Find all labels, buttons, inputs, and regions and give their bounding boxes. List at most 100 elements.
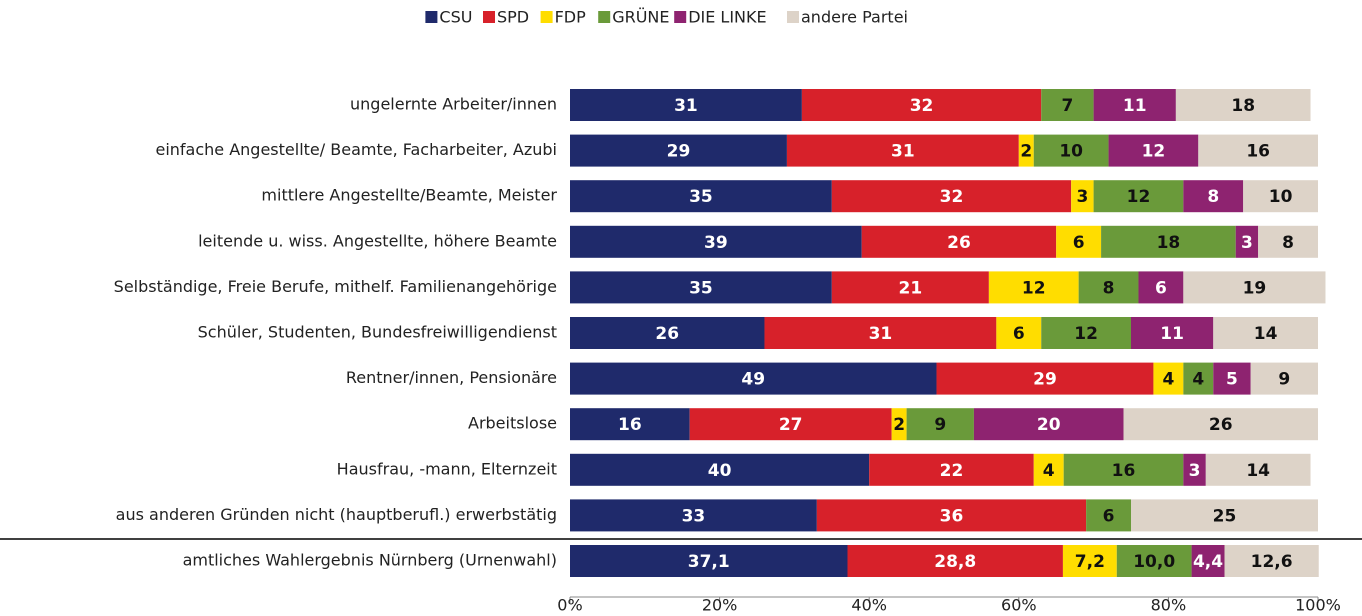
bar-segment [1093, 180, 1184, 213]
value-label: 18 [1231, 96, 1255, 116]
bar-segment [570, 408, 690, 441]
bar-segment [1086, 499, 1131, 532]
bar-segment [570, 180, 832, 213]
category-label: leitende u. wiss. Angestellte, höhere Be… [198, 231, 557, 250]
value-label: 12 [1074, 324, 1098, 344]
legend-swatch [483, 11, 495, 23]
value-label: 5 [1226, 370, 1238, 390]
bar-segment [1138, 271, 1184, 304]
legend-label: SPD [497, 8, 529, 27]
bar-segment [1018, 134, 1034, 167]
bar-segment [1056, 225, 1102, 258]
legend-swatch [674, 11, 687, 23]
bar-segment [570, 499, 817, 532]
value-label: 9 [1278, 370, 1290, 390]
bar-segment [1213, 317, 1318, 349]
bar-segment [1033, 134, 1109, 167]
bar-segment [570, 453, 870, 486]
bar-segment [1250, 362, 1318, 395]
legend-label: DIE LINKE [688, 8, 766, 27]
bar-segment [570, 225, 862, 258]
bar-segment [1116, 545, 1192, 577]
value-label: 4 [1192, 370, 1204, 390]
category-label: Hausfrau, -mann, Elternzeit [337, 459, 557, 478]
x-tick-label: 100% [1295, 596, 1341, 615]
value-label: 22 [940, 461, 964, 481]
bar-segment [1062, 545, 1117, 577]
value-label: 16 [1246, 142, 1270, 162]
value-label: 3 [1076, 187, 1088, 207]
bar-segment [973, 408, 1124, 441]
bar-segment [801, 89, 1042, 121]
bar-segment [1033, 453, 1064, 486]
bar-segment [764, 317, 997, 349]
bar-segment [570, 317, 765, 349]
bar-segment [1183, 453, 1206, 486]
bar-segment [570, 362, 937, 395]
bar-segment [1243, 180, 1318, 213]
bar-segment [1235, 225, 1259, 258]
bar-segment [988, 271, 1079, 304]
legend-swatch [787, 11, 799, 23]
value-label: 32 [940, 187, 964, 207]
value-label: 4,4 [1193, 552, 1223, 572]
value-label: 8 [1282, 233, 1294, 253]
value-label: 16 [618, 415, 642, 435]
x-tick-label: 0% [557, 596, 582, 615]
bar-segment [1258, 225, 1318, 258]
bar-segment [861, 225, 1057, 258]
bar-segment [1224, 545, 1319, 577]
legend-swatch [540, 11, 553, 23]
value-label: 11 [1160, 324, 1184, 344]
value-label: 6 [1103, 506, 1115, 526]
value-label: 31 [891, 142, 915, 162]
value-label: 16 [1112, 461, 1136, 481]
value-label: 26 [655, 324, 679, 344]
value-label: 12 [1142, 142, 1166, 162]
bar-segment [1131, 317, 1214, 349]
bar-segment [1078, 271, 1139, 304]
x-tick-label: 40% [851, 596, 887, 615]
bar-segment [1131, 499, 1318, 532]
bar-segment [1213, 362, 1251, 395]
bar-segment [1108, 134, 1199, 167]
value-label: 20 [1037, 415, 1061, 435]
value-label: 4 [1043, 461, 1055, 481]
bar-segment [786, 134, 1019, 167]
bar-segment [891, 408, 907, 441]
bar-segment [847, 545, 1063, 577]
value-label: 21 [899, 278, 923, 298]
bar-segment [570, 89, 802, 121]
category-label: Arbeitslose [468, 414, 557, 433]
category-label: mittlere Angestellte/Beamte, Meister [261, 186, 557, 205]
value-label: 3 [1241, 233, 1253, 253]
category-label: aus anderen Gründen nicht (hauptberufl.)… [116, 505, 557, 524]
bar-segment [869, 453, 1034, 486]
value-label: 31 [869, 324, 893, 344]
bar-segment [1071, 180, 1094, 213]
value-label: 8 [1103, 278, 1115, 298]
category-label: Rentner/innen, Pensionäre [346, 368, 557, 387]
value-label: 6 [1013, 324, 1025, 344]
bar-segment [1063, 453, 1184, 486]
bar-segment [570, 271, 832, 304]
bar-segment [906, 408, 974, 441]
value-label: 26 [947, 233, 971, 253]
bar-segment [570, 134, 787, 167]
legend-label: andere Partei [801, 8, 908, 27]
value-label: 35 [689, 278, 713, 298]
bar-segment [1183, 271, 1326, 304]
value-label: 12,6 [1251, 552, 1293, 572]
value-label: 6 [1155, 278, 1167, 298]
legend-label: GRÜNE [612, 8, 669, 27]
value-label: 7,2 [1075, 552, 1105, 572]
value-label: 28,8 [934, 552, 976, 572]
category-label: einfache Angestellte/ Beamte, Facharbeit… [155, 140, 557, 159]
bar-segment [1175, 89, 1311, 121]
value-label: 27 [779, 415, 803, 435]
value-label: 6 [1073, 233, 1085, 253]
bar-segment [1123, 408, 1318, 441]
value-label: 33 [682, 506, 706, 526]
bar-segment [1093, 89, 1176, 121]
